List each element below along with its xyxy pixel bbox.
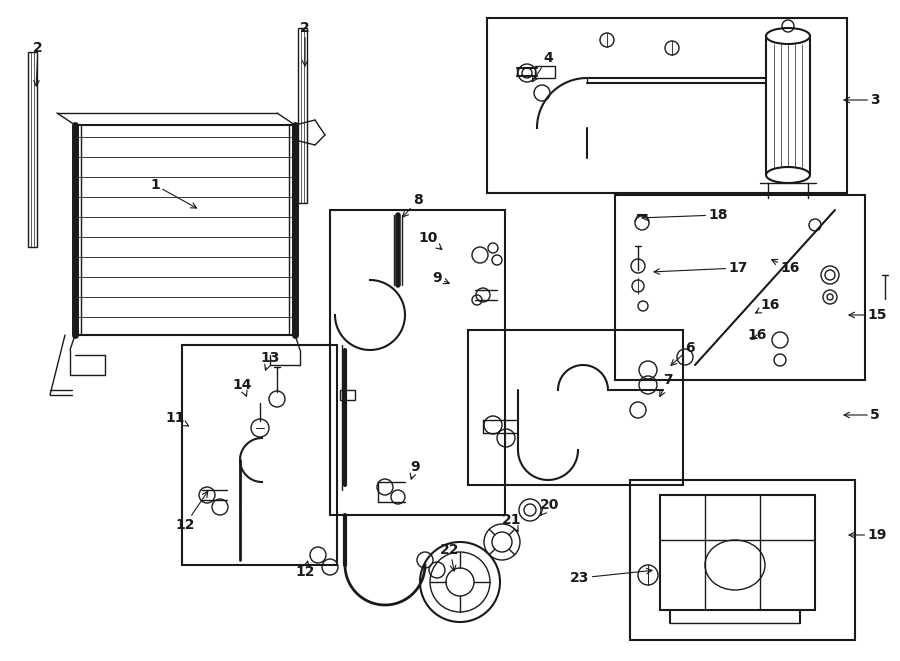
Text: 2: 2 <box>33 41 43 86</box>
Text: 3: 3 <box>844 93 880 107</box>
Text: 12: 12 <box>176 491 208 532</box>
Text: 14: 14 <box>232 378 252 396</box>
Text: 19: 19 <box>849 528 886 542</box>
Text: 18: 18 <box>642 208 728 222</box>
Bar <box>182 345 337 565</box>
Text: 23: 23 <box>571 568 652 585</box>
Bar <box>487 18 847 193</box>
Bar <box>535 66 555 78</box>
Text: 11: 11 <box>166 411 188 426</box>
Text: 8: 8 <box>402 193 423 217</box>
Bar <box>298 28 307 203</box>
Text: 9: 9 <box>432 271 449 285</box>
Bar <box>630 480 855 640</box>
Bar <box>28 52 37 247</box>
Bar <box>615 195 865 380</box>
Bar <box>660 495 815 610</box>
Text: 6: 6 <box>671 341 695 366</box>
Text: 1: 1 <box>150 178 196 208</box>
Text: 13: 13 <box>260 351 280 370</box>
Bar <box>340 390 355 400</box>
Text: 2: 2 <box>300 21 310 66</box>
Bar <box>468 330 683 485</box>
Text: 16: 16 <box>747 328 767 342</box>
Text: 15: 15 <box>849 308 886 322</box>
Text: 22: 22 <box>440 543 460 571</box>
Text: 4: 4 <box>532 51 553 82</box>
Text: 17: 17 <box>654 261 748 275</box>
Text: 16: 16 <box>755 298 779 313</box>
Text: 20: 20 <box>540 498 560 515</box>
Text: 21: 21 <box>502 513 522 531</box>
Text: 9: 9 <box>410 460 419 479</box>
Text: 16: 16 <box>771 259 800 275</box>
Text: 10: 10 <box>418 231 442 249</box>
Text: 12: 12 <box>295 561 315 579</box>
Text: 7: 7 <box>660 373 673 397</box>
Bar <box>330 210 505 515</box>
Text: 5: 5 <box>844 408 880 422</box>
